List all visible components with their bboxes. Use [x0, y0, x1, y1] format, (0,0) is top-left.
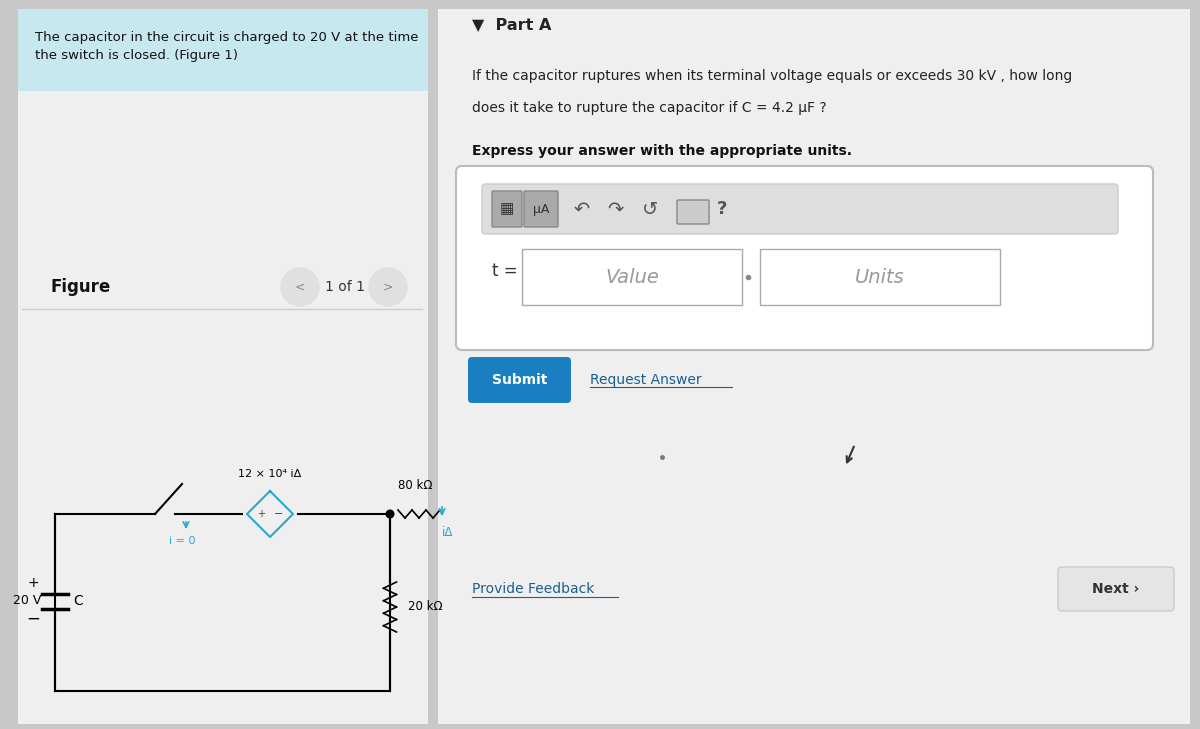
Text: Value: Value: [605, 268, 659, 286]
Text: If the capacitor ruptures when its terminal voltage equals or exceeds 30 kV , ho: If the capacitor ruptures when its termi…: [472, 69, 1073, 83]
Text: does it take to rupture the capacitor if C = 4.2 μF ?: does it take to rupture the capacitor if…: [472, 101, 827, 115]
FancyBboxPatch shape: [1058, 567, 1174, 611]
Circle shape: [370, 268, 407, 306]
Text: 20 kΩ: 20 kΩ: [408, 601, 443, 614]
Text: ▼  Part A: ▼ Part A: [472, 17, 551, 32]
Text: i = 0: i = 0: [169, 536, 196, 546]
Text: 20 V: 20 V: [13, 595, 41, 607]
Text: μA: μA: [533, 203, 550, 216]
FancyBboxPatch shape: [482, 184, 1118, 234]
Text: ↷: ↷: [607, 200, 623, 219]
Text: The capacitor in the circuit is charged to 20 V at the time
the switch is closed: The capacitor in the circuit is charged …: [35, 31, 419, 63]
FancyBboxPatch shape: [522, 249, 742, 305]
Text: Submit: Submit: [492, 373, 547, 387]
Text: 12 × 10⁴ iΔ: 12 × 10⁴ iΔ: [239, 469, 301, 479]
Text: −: −: [275, 509, 283, 519]
FancyBboxPatch shape: [524, 191, 558, 227]
FancyBboxPatch shape: [760, 249, 1000, 305]
Text: 80 kΩ: 80 kΩ: [398, 479, 432, 492]
FancyBboxPatch shape: [18, 9, 428, 724]
Text: ↶: ↶: [574, 200, 590, 219]
FancyBboxPatch shape: [438, 9, 1190, 724]
Text: +: +: [257, 509, 265, 519]
Text: iΔ: iΔ: [442, 526, 454, 539]
Text: ?: ?: [716, 200, 727, 218]
FancyBboxPatch shape: [456, 166, 1153, 350]
Text: Figure: Figure: [50, 278, 110, 296]
FancyBboxPatch shape: [468, 357, 571, 403]
Circle shape: [281, 268, 319, 306]
Text: ▦: ▦: [500, 201, 514, 217]
Text: <: <: [295, 281, 305, 294]
Text: Next ›: Next ›: [1092, 582, 1140, 596]
Text: ↺: ↺: [642, 200, 658, 219]
Text: Request Answer: Request Answer: [590, 373, 702, 387]
Text: Units: Units: [856, 268, 905, 286]
FancyBboxPatch shape: [492, 191, 522, 227]
Text: C: C: [73, 594, 83, 608]
FancyBboxPatch shape: [18, 9, 428, 91]
Text: +: +: [28, 576, 38, 590]
FancyBboxPatch shape: [677, 200, 709, 224]
Text: Express your answer with the appropriate units.: Express your answer with the appropriate…: [472, 144, 852, 158]
Text: Provide Feedback: Provide Feedback: [472, 582, 594, 596]
Text: −: −: [26, 610, 40, 628]
Text: t =: t =: [492, 262, 517, 280]
Circle shape: [386, 510, 394, 518]
Text: 1 of 1: 1 of 1: [325, 280, 365, 294]
Text: >: >: [383, 281, 394, 294]
